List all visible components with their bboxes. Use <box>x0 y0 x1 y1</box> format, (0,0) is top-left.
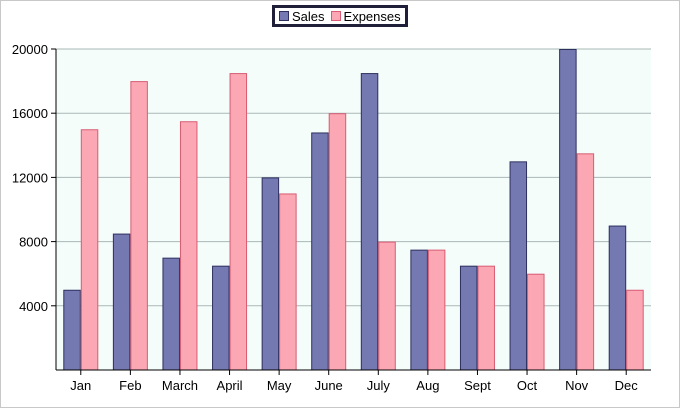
bar-expenses-oct <box>527 273 545 371</box>
bar-sales-nov <box>559 49 577 371</box>
bar-sales-april <box>212 265 230 371</box>
y-tick-label: 12000 <box>12 170 48 185</box>
bar-expenses-march <box>179 121 198 371</box>
bar-sales-feb <box>112 233 131 371</box>
bar-sales-march <box>162 257 180 371</box>
legend-item-sales: Sales <box>279 9 325 24</box>
x-tick-label: Sept <box>464 378 491 393</box>
bar-sales-aug <box>410 249 428 371</box>
x-tick-label: Feb <box>119 378 141 393</box>
legend-label-sales: Sales <box>292 8 325 24</box>
x-tick-label: Oct <box>517 378 538 393</box>
x-tick-label: March <box>162 378 198 393</box>
y-tick-label: 4000 <box>19 299 48 314</box>
bar-expenses-aug <box>427 249 446 371</box>
bar-sales-oct <box>509 161 528 371</box>
bar-expenses-nov <box>576 153 595 371</box>
bar-expenses-jan <box>80 129 99 371</box>
x-tick-label: May <box>267 378 292 393</box>
bar-sales-dec <box>608 225 627 371</box>
x-tick-label: Jan <box>70 378 91 393</box>
bars <box>63 49 644 371</box>
grid-lines <box>51 48 651 375</box>
y-tick-label: 20000 <box>12 42 48 57</box>
legend-label-expenses: Expenses <box>343 8 401 24</box>
x-tick-label: Dec <box>615 378 639 393</box>
bar-expenses-dec <box>626 289 644 371</box>
y-tick-label: 16000 <box>12 106 48 121</box>
bar-expenses-june <box>328 113 347 371</box>
tick-labels: 4000 8000 12000 16000 20000 Jan Feb March April M… <box>12 42 638 393</box>
bar-expenses-april <box>229 73 248 371</box>
plot-area <box>56 49 651 370</box>
legend-swatch-expenses <box>330 11 341 21</box>
bar-expenses-feb <box>130 81 148 371</box>
x-tick-label: April <box>217 378 243 393</box>
axes <box>55 49 651 371</box>
legend-item-expenses: Expenses <box>330 8 401 24</box>
bar-expenses-may <box>279 193 297 371</box>
bar-sales-sept <box>459 265 478 371</box>
bar-expenses-sept <box>477 265 495 371</box>
x-tick-label: June <box>315 378 343 393</box>
bar-sales-may <box>261 177 280 371</box>
legend-swatch-sales <box>279 11 289 21</box>
x-tick-label: Aug <box>416 378 439 393</box>
bar-sales-jan <box>63 289 81 371</box>
bar-expenses-july <box>378 241 396 371</box>
bar-sales-july <box>360 73 379 371</box>
bar-sales-june <box>311 132 329 371</box>
x-tick-label: Nov <box>565 378 589 393</box>
x-tick-label: July <box>367 378 391 393</box>
y-tick-label: 8000 <box>19 235 48 250</box>
chart-legend: Sales Expenses <box>272 5 408 27</box>
